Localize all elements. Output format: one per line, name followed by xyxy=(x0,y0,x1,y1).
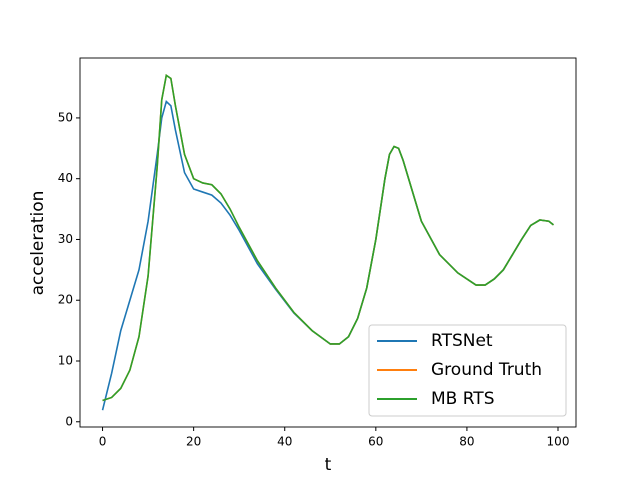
legend-label: Ground Truth xyxy=(431,360,542,380)
series-line xyxy=(102,74,554,402)
y-tick-label: 50 xyxy=(58,110,73,124)
legend-label: MB RTS xyxy=(431,389,494,409)
x-axis-label: t xyxy=(325,455,332,475)
y-tick-label: 0 xyxy=(65,414,73,428)
x-tick-label: 100 xyxy=(547,435,570,449)
x-tick-label: 40 xyxy=(277,435,292,449)
x-tick-label: 80 xyxy=(459,435,474,449)
legend-box xyxy=(368,324,567,417)
y-tick-label: 10 xyxy=(58,354,73,368)
y-tick-label: 30 xyxy=(58,232,73,246)
x-tick-label: 60 xyxy=(368,435,383,449)
legend-label: RTSNet xyxy=(431,331,493,351)
legend: RTSNet Ground Truth MB RTS xyxy=(368,324,567,417)
y-tick-label: 40 xyxy=(58,171,73,185)
plot-frame xyxy=(79,57,577,428)
x-tick-label: 20 xyxy=(186,435,201,449)
y-axis-label: acceleration xyxy=(28,191,48,296)
y-tick-label: 20 xyxy=(58,293,73,307)
x-tick-label: 0 xyxy=(99,435,107,449)
